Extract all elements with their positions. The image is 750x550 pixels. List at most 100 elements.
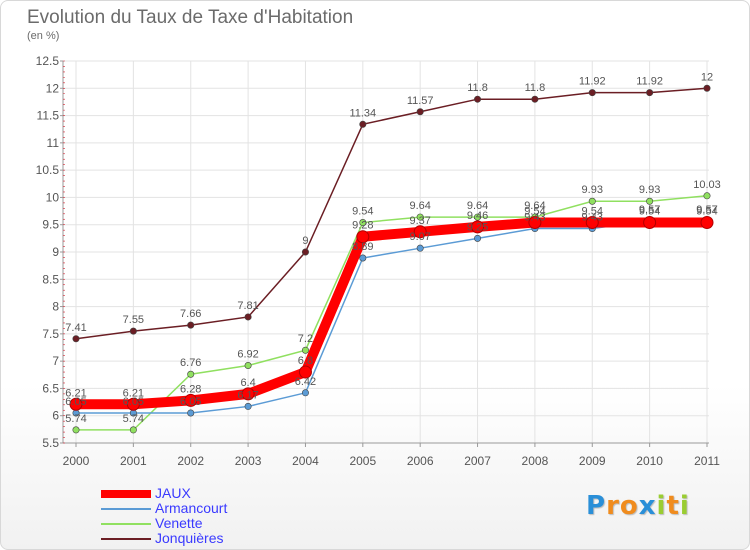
y-tick-label: 12 xyxy=(46,81,60,95)
data-point xyxy=(471,220,485,234)
data-label: 7.81 xyxy=(237,300,258,312)
data-label: 11.57 xyxy=(407,95,434,107)
legend-label: JAUX xyxy=(155,485,191,501)
data-point xyxy=(244,313,252,321)
x-tick-label: 2005 xyxy=(349,454,376,468)
data-label: 9.54 xyxy=(582,206,603,218)
data-label: 9.64 xyxy=(467,200,488,212)
legend-swatch xyxy=(101,538,151,540)
data-point xyxy=(244,402,252,410)
data-point xyxy=(474,234,482,242)
data-label: 12 xyxy=(701,71,713,83)
data-point xyxy=(585,216,599,230)
y-tick-label: 11.5 xyxy=(37,109,60,123)
data-point xyxy=(474,95,482,103)
data-point xyxy=(184,393,198,407)
data-label: 6.42 xyxy=(295,376,316,388)
data-point xyxy=(187,370,195,378)
data-label: 6.28 xyxy=(180,383,201,395)
data-label: 9.64 xyxy=(409,200,430,212)
data-point xyxy=(359,219,367,227)
logo-letter: i xyxy=(679,491,690,521)
data-point xyxy=(588,197,596,205)
data-label: 5.74 xyxy=(123,413,144,425)
data-label: 6.8 xyxy=(298,355,313,367)
data-point xyxy=(646,197,654,205)
data-label: 6.92 xyxy=(237,349,258,361)
logo-letter: t xyxy=(666,491,680,521)
series-line-venette xyxy=(76,195,708,431)
data-point xyxy=(72,335,80,343)
y-tick-label: 6.5 xyxy=(42,381,59,395)
y-tick-label: 10.5 xyxy=(36,163,60,177)
y-tick-label: 6 xyxy=(52,409,59,423)
data-label: 11.34 xyxy=(349,107,376,119)
data-label: 7.66 xyxy=(180,308,201,320)
data-label: 9.07 xyxy=(409,231,430,243)
chart-subtitle: (en %) xyxy=(27,30,60,42)
data-label: 7.55 xyxy=(123,314,144,326)
data-label: 9.93 xyxy=(582,184,603,196)
data-point xyxy=(126,397,140,411)
data-label: 9.46 xyxy=(467,210,488,222)
x-tick-label: 2003 xyxy=(235,454,262,468)
x-tick-label: 2011 xyxy=(694,454,720,468)
data-point xyxy=(643,216,657,230)
data-label: 9.57 xyxy=(696,204,717,216)
data-point xyxy=(356,230,370,244)
x-tick-label: 2006 xyxy=(407,454,434,468)
data-label: 9.28 xyxy=(352,220,373,232)
legend-label: Venette xyxy=(155,515,203,531)
data-label: 6.05 xyxy=(180,396,201,408)
proxiti-logo: Proxiti xyxy=(586,491,690,521)
series-line-armancourt xyxy=(76,220,707,414)
data-point xyxy=(129,327,137,335)
logo-letter: P xyxy=(586,491,607,521)
data-label: 9.93 xyxy=(639,184,660,196)
data-point xyxy=(588,89,596,97)
data-point xyxy=(187,321,195,329)
data-label: 9.43 xyxy=(524,212,545,224)
data-label: 6.76 xyxy=(180,357,201,369)
legend-swatch xyxy=(101,523,151,525)
y-tick-label: 8 xyxy=(52,300,59,314)
data-label: 6.17 xyxy=(237,389,258,401)
x-tick-label: 2001 xyxy=(120,454,147,468)
data-point xyxy=(416,108,424,116)
y-tick-label: 9.5 xyxy=(42,218,59,232)
data-point xyxy=(416,213,424,221)
data-point xyxy=(703,84,711,92)
data-label: 9.64 xyxy=(524,200,545,212)
data-label: 7.41 xyxy=(65,322,86,334)
legend-swatch xyxy=(101,508,151,510)
y-tick-label: 12.5 xyxy=(36,54,60,68)
data-label: 9.54 xyxy=(352,206,373,218)
data-label: 11.92 xyxy=(579,76,606,88)
data-label: 9.43 xyxy=(582,212,603,224)
data-label: 5.74 xyxy=(65,413,86,425)
logo-letter: r xyxy=(606,491,620,521)
data-point xyxy=(72,426,80,434)
data-label: 9.37 xyxy=(409,215,430,227)
y-tick-label: 5.5 xyxy=(42,436,59,450)
data-label: 9.54 xyxy=(524,206,545,218)
data-point xyxy=(69,397,83,411)
data-label: 6.21 xyxy=(65,387,86,399)
data-label: 6.4 xyxy=(240,377,255,389)
data-point xyxy=(531,95,539,103)
data-point xyxy=(301,389,309,397)
data-label: 9.25 xyxy=(467,221,488,233)
data-label: 9.57 xyxy=(639,204,660,216)
y-tick-label: 8.5 xyxy=(42,272,59,286)
series-line-jonquires xyxy=(75,87,708,340)
x-tick-label: 2000 xyxy=(63,454,90,468)
data-label: 9.54 xyxy=(639,206,660,218)
chart-title: Evolution du Taux de Taxe d'Habitation xyxy=(27,7,354,28)
data-label: 9.54 xyxy=(696,206,717,218)
y-tick-label: 9 xyxy=(52,245,59,259)
data-point xyxy=(646,89,654,97)
y-tick-label: 7.5 xyxy=(42,327,59,341)
data-label: 11.92 xyxy=(636,76,663,88)
logo-letter: x xyxy=(638,491,657,521)
data-label: 11.8 xyxy=(525,82,546,94)
